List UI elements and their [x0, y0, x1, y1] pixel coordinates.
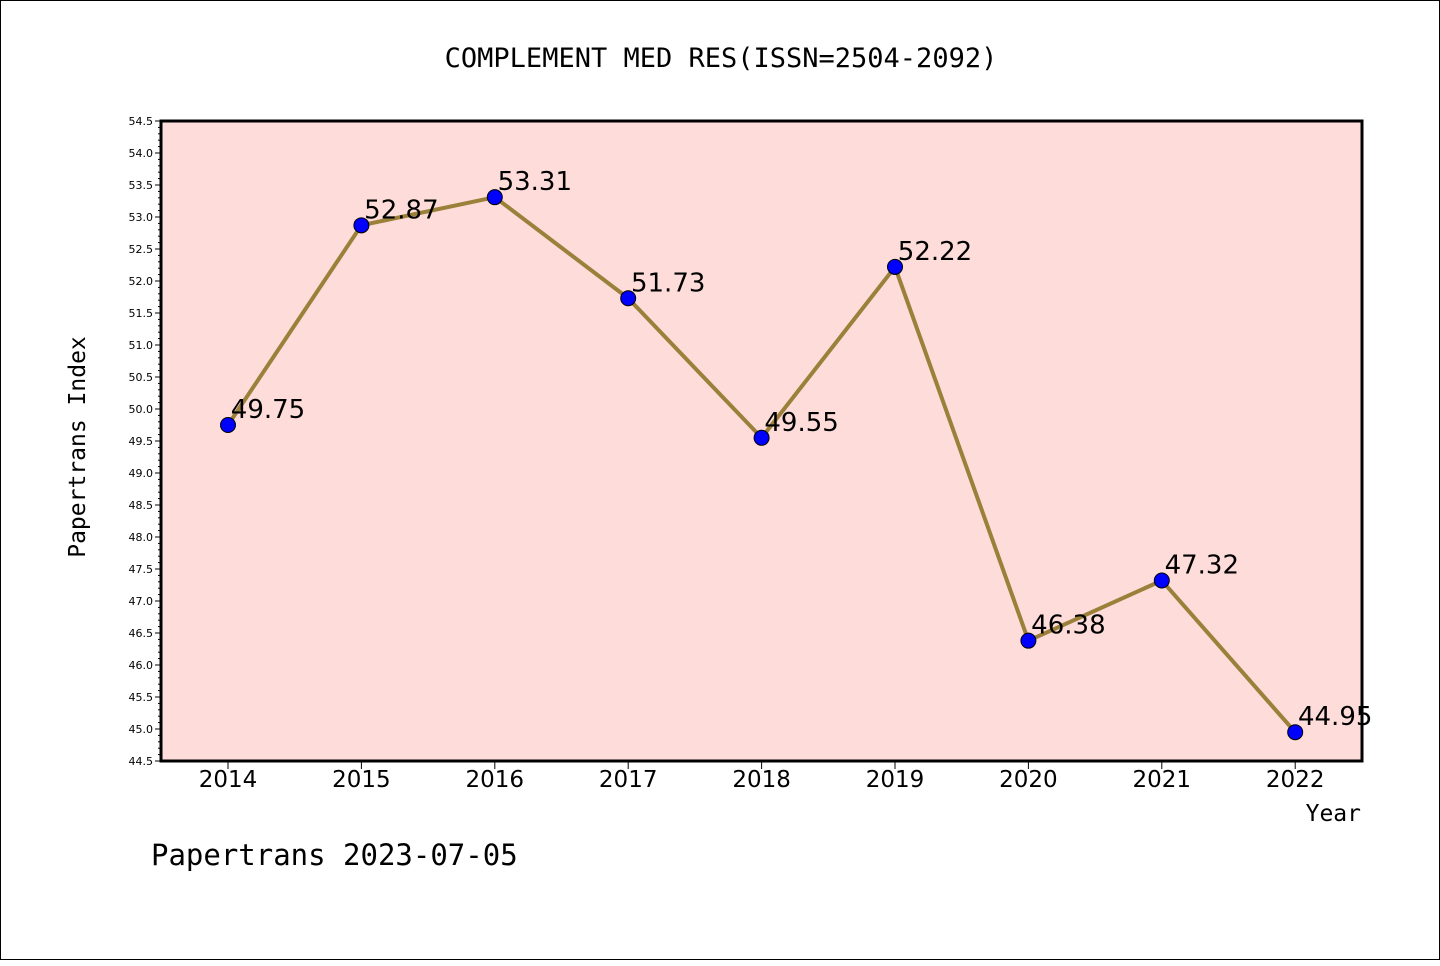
y-tick-label: 48.5 [129, 499, 154, 512]
plot-border [159, 119, 1364, 763]
data-point [486, 189, 503, 206]
y-tick-label: 49.0 [129, 467, 154, 480]
data-label: 46.38 [1031, 611, 1105, 641]
x-tick-label: 2014 [199, 767, 258, 793]
data-point [1020, 632, 1037, 649]
footer-credit: Papertrans 2023-07-05 [151, 838, 518, 872]
y-tick-label: 48.0 [129, 531, 154, 544]
data-point [220, 417, 236, 433]
y-tick-label: 44.5 [129, 755, 154, 768]
data-point [1153, 572, 1170, 589]
data-series [220, 189, 1304, 741]
x-tick-label: 2022 [1266, 767, 1325, 793]
y-tick-label: 50.0 [129, 403, 154, 416]
data-point [1287, 724, 1304, 741]
x-axis-title: Year [1306, 801, 1361, 827]
y-tick-label: 46.5 [129, 627, 154, 640]
data-point [620, 290, 637, 307]
y-tick-label: 47.5 [129, 563, 154, 576]
chart-title: COMPLEMENT MED RES(ISSN=2504-2092) [445, 43, 998, 74]
y-tick-label: 46.0 [129, 659, 154, 672]
data-label: 52.22 [898, 237, 972, 267]
y-tick-label: 51.5 [129, 307, 154, 320]
y-tick-label: 53.5 [129, 179, 154, 192]
y-tick-label: 49.5 [129, 435, 154, 448]
data-label: 44.95 [1298, 702, 1372, 732]
x-tick-label: 2020 [999, 767, 1058, 793]
y-tick-label: 47.0 [129, 595, 154, 608]
x-tick-label: 2016 [466, 767, 525, 793]
x-tick-label: 2017 [599, 767, 658, 793]
y-tick-label: 45.0 [129, 723, 154, 736]
data-label: 53.31 [498, 167, 572, 197]
y-axis: 44.5 45.0 45.5 46.0 46.5 47.0 47.5 48.0 48.5 49.0… [129, 115, 161, 768]
data-point [753, 429, 770, 446]
y-tick-label: 51.0 [129, 339, 154, 352]
x-tick-label: 2018 [732, 767, 791, 793]
x-tick-label: 2015 [332, 767, 391, 793]
y-tick-label: 45.5 [129, 691, 154, 704]
data-labels: 49.75 52.87 53.31 51.73 49.55 52.22 46.38 47.32… [231, 167, 1373, 732]
data-point [887, 258, 903, 275]
y-tick-label: 53.0 [129, 211, 154, 224]
y-tick-label: 54.5 [129, 115, 154, 128]
x-axis: 2014 2015 2016 2017 2018 2019 2020 2021 2022 [199, 761, 1325, 793]
data-label: 49.75 [231, 395, 305, 425]
data-label: 51.73 [631, 268, 705, 298]
x-tick-label: 2019 [866, 767, 925, 793]
data-label: 52.87 [364, 195, 438, 225]
data-label: 49.55 [764, 408, 838, 438]
y-tick-label: 54.0 [129, 147, 154, 160]
y-tick-label: 50.5 [129, 371, 154, 384]
y-axis-title: Papertrans Index [65, 336, 91, 558]
y-tick-label: 52.5 [129, 243, 154, 256]
data-point [353, 217, 370, 234]
data-label: 47.32 [1165, 551, 1239, 581]
y-tick-label: 52.0 [129, 275, 154, 288]
x-tick-label: 2021 [1133, 767, 1192, 793]
